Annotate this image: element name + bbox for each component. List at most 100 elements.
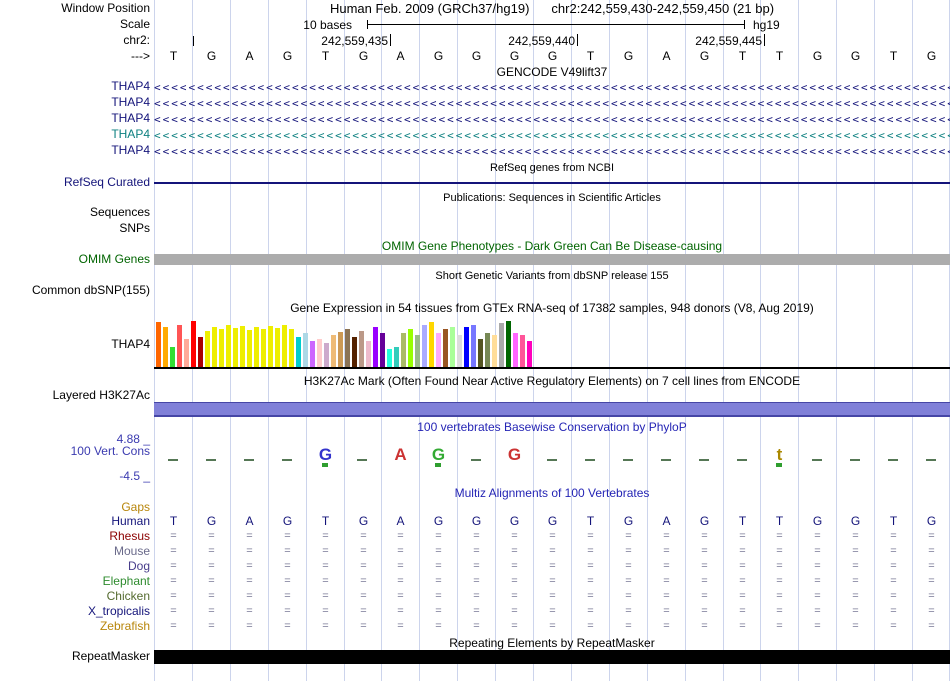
gtex-bar[interactable] [387,349,392,367]
gtex-bar[interactable] [478,339,483,367]
gtex-bar[interactable] [373,327,378,367]
gtex-bar[interactable] [492,335,497,367]
gtex-bar[interactable] [331,335,336,367]
gtex-bar[interactable] [310,341,315,367]
multiz-base-letter: G [699,514,710,528]
gtex-bar[interactable] [485,333,490,367]
layered-h3k27ac-track[interactable] [154,402,950,417]
gtex-bar[interactable] [457,335,462,367]
gencode-thap4-label-5[interactable]: THAP4 [111,143,150,157]
species-mouse-label[interactable]: Mouse [113,544,150,558]
gtex-bar[interactable] [275,328,280,367]
gtex-bar[interactable] [177,325,182,367]
gtex-bar[interactable] [212,327,217,367]
gtex-thap4-label[interactable]: THAP4 [111,337,150,351]
gtex-bar[interactable] [233,328,238,367]
repeatmasker-track[interactable] [154,650,950,664]
gtex-bar[interactable] [205,331,210,367]
layered-h3k27ac-label[interactable]: Layered H3K27Ac [52,388,150,402]
gencode-transcript-row[interactable]: <<<<<<<<<<<<<<<<<<<<<<<<<<<<<<<<<<<<<<<<… [154,113,950,126]
gtex-bar[interactable] [394,347,399,367]
gtex-bar[interactable] [247,330,252,367]
gtex-bar[interactable] [408,329,413,367]
refseq-curated-label[interactable]: RefSeq Curated [63,175,150,189]
gtex-bar[interactable] [527,341,532,367]
gtex-bar[interactable] [506,321,511,367]
gtex-bar[interactable] [499,323,504,367]
gtex-bar[interactable] [436,333,441,367]
gtex-bar[interactable] [219,329,224,367]
base-letter: A [245,49,254,63]
gaps-label[interactable]: Gaps [121,500,150,514]
common-dbsnp-label[interactable]: Common dbSNP(155) [31,283,150,297]
gtex-bar[interactable] [380,333,385,367]
repeatmasker-label[interactable]: RepeatMasker [71,649,150,663]
gtex-bar[interactable] [156,322,161,367]
species-zebrafish-label[interactable]: Zebrafish [99,619,150,633]
gtex-bar[interactable] [184,339,189,367]
vert-cons-label[interactable]: 100 Vert. Cons [70,444,150,458]
multiz-align-symbol: = [473,560,480,572]
multiz-align-symbol: = [663,590,670,602]
species-dog-label[interactable]: Dog [127,559,150,573]
gtex-bar[interactable] [268,326,273,367]
gencode-transcript-row[interactable]: <<<<<<<<<<<<<<<<<<<<<<<<<<<<<<<<<<<<<<<<… [154,81,950,94]
gtex-bar[interactable] [422,325,427,367]
gtex-bar[interactable] [240,326,245,367]
gtex-bar[interactable] [198,337,203,367]
browser-tracks-area[interactable]: Human Feb. 2009 (GRCh37/hg19) chr2:242,5… [154,0,950,681]
gtex-bar[interactable] [359,331,364,367]
species-rhesus-label[interactable]: Rhesus [109,529,150,543]
gtex-bar[interactable] [303,333,308,367]
species-xtropicalis-label[interactable]: X_tropicalis [87,604,150,618]
multiz-align-symbol: = [284,545,291,557]
gtex-bar[interactable] [282,325,287,367]
gtex-bar[interactable] [401,333,406,367]
gtex-bar[interactable] [261,329,266,367]
gtex-bar[interactable] [366,341,371,367]
multiz-align-symbol: = [739,545,746,557]
multiz-align-symbol: = [246,530,253,542]
sequences-label[interactable]: Sequences [89,205,150,219]
gtex-bar[interactable] [443,329,448,367]
gtex-bar[interactable] [338,332,343,367]
gtex-bar[interactable] [345,329,350,367]
gtex-bar[interactable] [170,347,175,367]
gtex-bar[interactable] [226,325,231,367]
species-human-label[interactable]: Human [111,514,150,528]
gtex-bar[interactable] [254,327,259,367]
snps-label[interactable]: SNPs [119,221,150,235]
omim-genes-label[interactable]: OMIM Genes [78,252,150,266]
species-chicken-label[interactable]: Chicken [106,589,150,603]
gtex-bar[interactable] [324,343,329,367]
gtex-bar[interactable] [191,321,196,367]
gencode-thap4-label-3[interactable]: THAP4 [111,111,150,125]
gtex-bar[interactable] [352,337,357,367]
gtex-bar[interactable] [296,337,301,367]
gencode-thap4-label-4[interactable]: THAP4 [111,127,150,141]
gtex-bar[interactable] [471,325,476,367]
base-letter: G [358,49,369,63]
multiz-base-letter: T [889,514,898,528]
gencode-transcript-row[interactable]: <<<<<<<<<<<<<<<<<<<<<<<<<<<<<<<<<<<<<<<<… [154,97,950,110]
base-letter: G [471,49,482,63]
gtex-bar[interactable] [415,335,420,367]
gencode-thap4-label-2[interactable]: THAP4 [111,95,150,109]
gtex-bar[interactable] [317,339,322,367]
gtex-bar[interactable] [450,327,455,367]
gtex-bar[interactable] [289,329,294,367]
gtex-bar[interactable] [513,333,518,367]
gencode-thap4-label-1[interactable]: THAP4 [111,79,150,93]
gridline [836,0,837,681]
refseq-curated-track[interactable] [154,182,950,184]
gencode-transcript-row[interactable]: <<<<<<<<<<<<<<<<<<<<<<<<<<<<<<<<<<<<<<<<… [154,145,950,158]
gtex-bar[interactable] [520,335,525,367]
gtex-bar[interactable] [429,322,434,367]
multiz-align-symbol: = [625,605,632,617]
gencode-transcript-row[interactable]: <<<<<<<<<<<<<<<<<<<<<<<<<<<<<<<<<<<<<<<<… [154,129,950,142]
gtex-bar[interactable] [163,327,168,367]
multiz-align-symbol: = [625,575,632,587]
species-elephant-label[interactable]: Elephant [102,574,150,588]
omim-genes-track[interactable] [154,254,950,265]
gtex-bar[interactable] [464,327,469,367]
